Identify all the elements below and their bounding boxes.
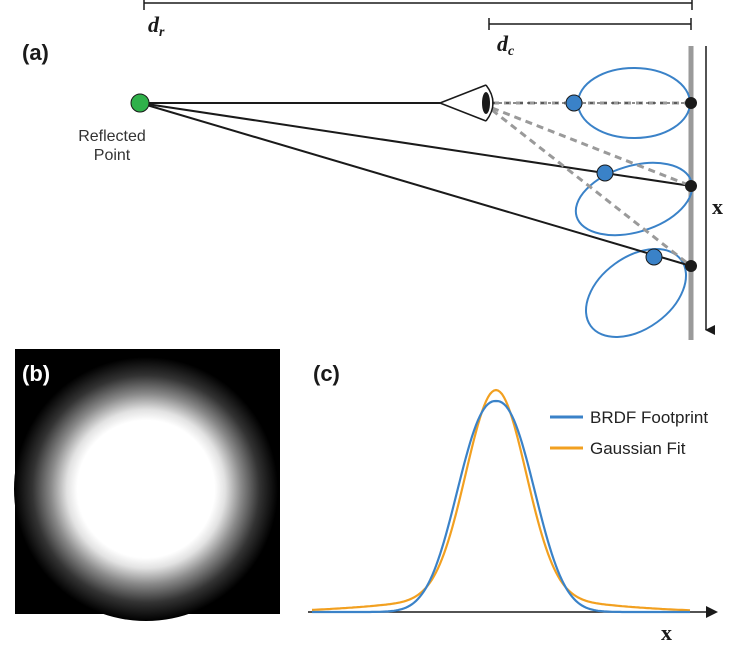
dc-label: dc [497,31,515,59]
dc-dimension-line [488,18,692,30]
green-point-icon [130,93,150,113]
dr-dimension-line [143,0,693,10]
panel-c-axis-label: x [661,620,672,645]
reflected-point-label-line1: Reflected [78,128,146,145]
reflected-point-label-line2: Point [94,147,131,164]
rays [139,102,692,267]
panel-a-label: (a) [22,40,49,65]
wall-points [685,97,697,272]
eye-icon [439,84,494,122]
footprint-glow [14,357,278,621]
brdf-footprint-curve [312,399,690,614]
blue-points [565,94,663,266]
brdf-lobes [574,67,694,338]
panel-c: (c) x BRDF Footprint Gaussian Fit [308,361,718,645]
panel-a-axis-label: x [712,194,723,219]
legend: BRDF Footprint Gaussian Fit [550,408,708,458]
panel-b-label: (b) [22,361,50,386]
legend-label-brdf: BRDF Footprint [590,408,708,427]
panel-c-axis-arrowhead [706,606,718,618]
dr-label: dr [148,12,165,40]
gaussian-fit-curve [311,388,691,612]
panel-c-label: (c) [313,361,340,386]
panel-b: (b) [14,349,280,621]
legend-label-gaussian: Gaussian Fit [590,439,686,458]
panel-a: dr dc (a) x [22,0,723,340]
ray-bottom [139,102,692,267]
lobe-middle [574,161,694,237]
